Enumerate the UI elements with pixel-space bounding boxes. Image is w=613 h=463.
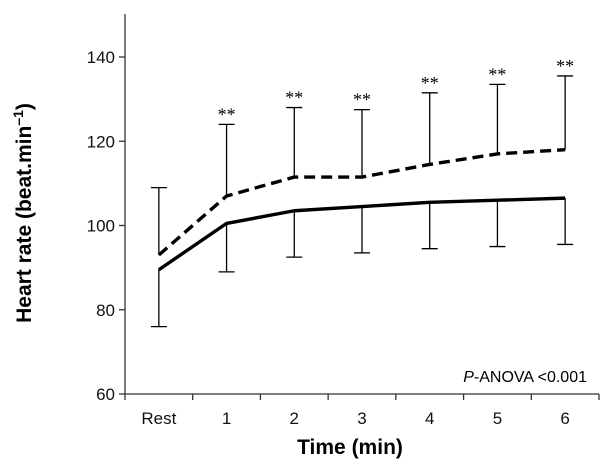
y-tick-label: 80 xyxy=(96,301,115,320)
x-tick-label: 1 xyxy=(222,409,231,428)
significance-marker: ** xyxy=(285,88,303,108)
anova-annotation-text: -ANOVA <0.001 xyxy=(474,369,587,386)
x-tick-label: 5 xyxy=(493,409,502,428)
y-tick-label: 120 xyxy=(87,132,115,151)
significance-marker: ** xyxy=(421,73,439,93)
series-lines xyxy=(157,147,566,272)
y-axis-title: Heart rate (beat.min–1) xyxy=(10,103,36,323)
y-axis-title-main: Heart rate (beat.min xyxy=(13,126,36,323)
x-tick-label: 2 xyxy=(290,409,299,428)
y-tick-label: 140 xyxy=(87,48,115,67)
anova-annotation: P-ANOVA <0.001 xyxy=(463,369,587,386)
significance-marks: ** ** ** ** ** ** xyxy=(218,56,575,124)
x-tick-label: 6 xyxy=(560,409,569,428)
significance-marker: ** xyxy=(353,90,371,110)
x-tick-label: 4 xyxy=(425,409,434,428)
y-axis-title-superscript: –1 xyxy=(10,110,26,126)
y-ticks: 60 80 100 120 140 xyxy=(87,48,125,404)
series-line-dashed xyxy=(157,147,566,257)
x-tick-label: 3 xyxy=(357,409,366,428)
x-axis-title: Time (min) xyxy=(297,436,403,459)
y-tick-label: 100 xyxy=(87,217,115,236)
x-tick-label: Rest xyxy=(141,409,176,428)
anova-annotation-p: P xyxy=(463,369,474,386)
significance-marker: ** xyxy=(488,64,506,84)
error-bars xyxy=(150,75,574,328)
axes xyxy=(124,14,599,395)
significance-marker: ** xyxy=(218,104,236,124)
x-ticks: Rest 1 2 3 4 5 6 xyxy=(124,394,600,428)
significance-marker: ** xyxy=(556,56,574,76)
y-axis-title-close: ) xyxy=(13,103,36,110)
y-tick-label: 60 xyxy=(96,385,115,404)
series-line-solid xyxy=(157,196,566,272)
